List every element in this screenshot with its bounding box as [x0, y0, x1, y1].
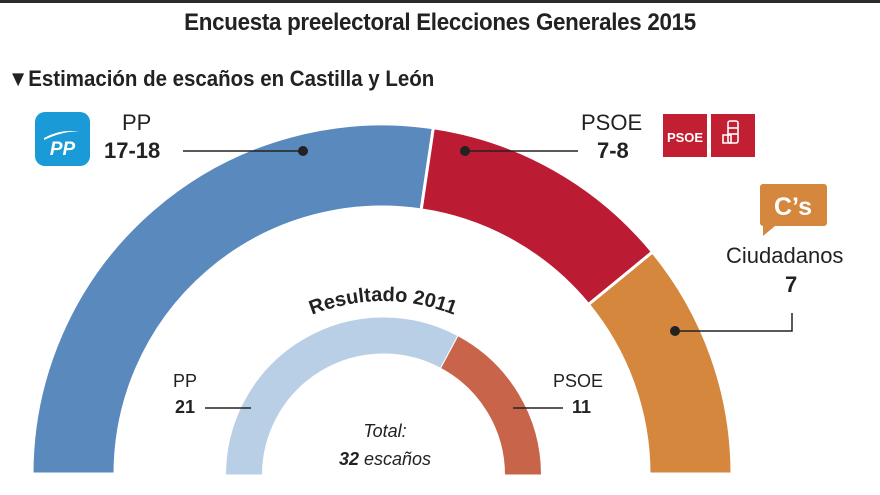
- pp-leader-dot: [298, 146, 308, 156]
- pp-logo-gull-icon: [44, 130, 80, 140]
- cs-logo-text: C’s: [774, 193, 812, 221]
- pp-label: PP: [122, 110, 152, 135]
- result-2011-arcs: [224, 316, 543, 476]
- rose-fist-icon: [722, 120, 739, 144]
- pp-2011-label: PP: [173, 371, 198, 391]
- result-2011-title: Resultado 2011: [306, 284, 460, 320]
- cs-leader-dot: [670, 326, 680, 336]
- top-rule: [0, 0, 880, 3]
- psoe-logo-text-box: [663, 114, 707, 157]
- cs-logo-bubble: [760, 184, 827, 236]
- estimate-arcs: [30, 122, 734, 476]
- cs-logo: C’s: [760, 184, 827, 236]
- psoe-label: PSOE: [581, 110, 643, 135]
- pp-logo-background: [35, 112, 90, 166]
- cs-leader-line: [675, 313, 793, 332]
- result-2011-title-text: Resultado 2011: [306, 284, 460, 320]
- psoe-2011-label: PSOE: [553, 371, 604, 391]
- psoe-value: 7-8: [597, 138, 629, 163]
- chart-subtitle: ▼Estimación de escaños en Castilla y Leó…: [8, 66, 434, 92]
- pp-logo: PP: [35, 112, 90, 166]
- estimate-arc-pp: [30, 122, 436, 476]
- page-title: Encuesta preelectoral Elecciones General…: [184, 9, 696, 36]
- psoe-logo: PSOE: [663, 114, 755, 157]
- result-2011-arc-psoe: [439, 334, 543, 476]
- leader-lines: [183, 146, 793, 409]
- cs-value: 7: [785, 272, 798, 297]
- pp-2011-value: 21: [175, 397, 196, 417]
- cs-label: Ciudadanos: [726, 243, 844, 268]
- subtitle-text: Estimación de escaños en Castilla y León: [28, 66, 435, 91]
- total-seats-unit: escaños: [364, 449, 432, 469]
- total-label: Total:: [363, 421, 407, 441]
- estimate-arc-ciudadanos: [586, 249, 734, 476]
- psoe-leader-dot: [460, 146, 470, 156]
- triangle-down-icon: ▼: [8, 66, 29, 91]
- pp-value: 17-18: [104, 138, 161, 163]
- total-seats: 32 escaños: [300, 449, 470, 470]
- total-seats-value: 32: [338, 449, 359, 469]
- psoe-logo-text: PSOE: [667, 130, 703, 145]
- pp-logo-text: PP: [50, 139, 76, 160]
- psoe-2011-value: 11: [572, 397, 592, 417]
